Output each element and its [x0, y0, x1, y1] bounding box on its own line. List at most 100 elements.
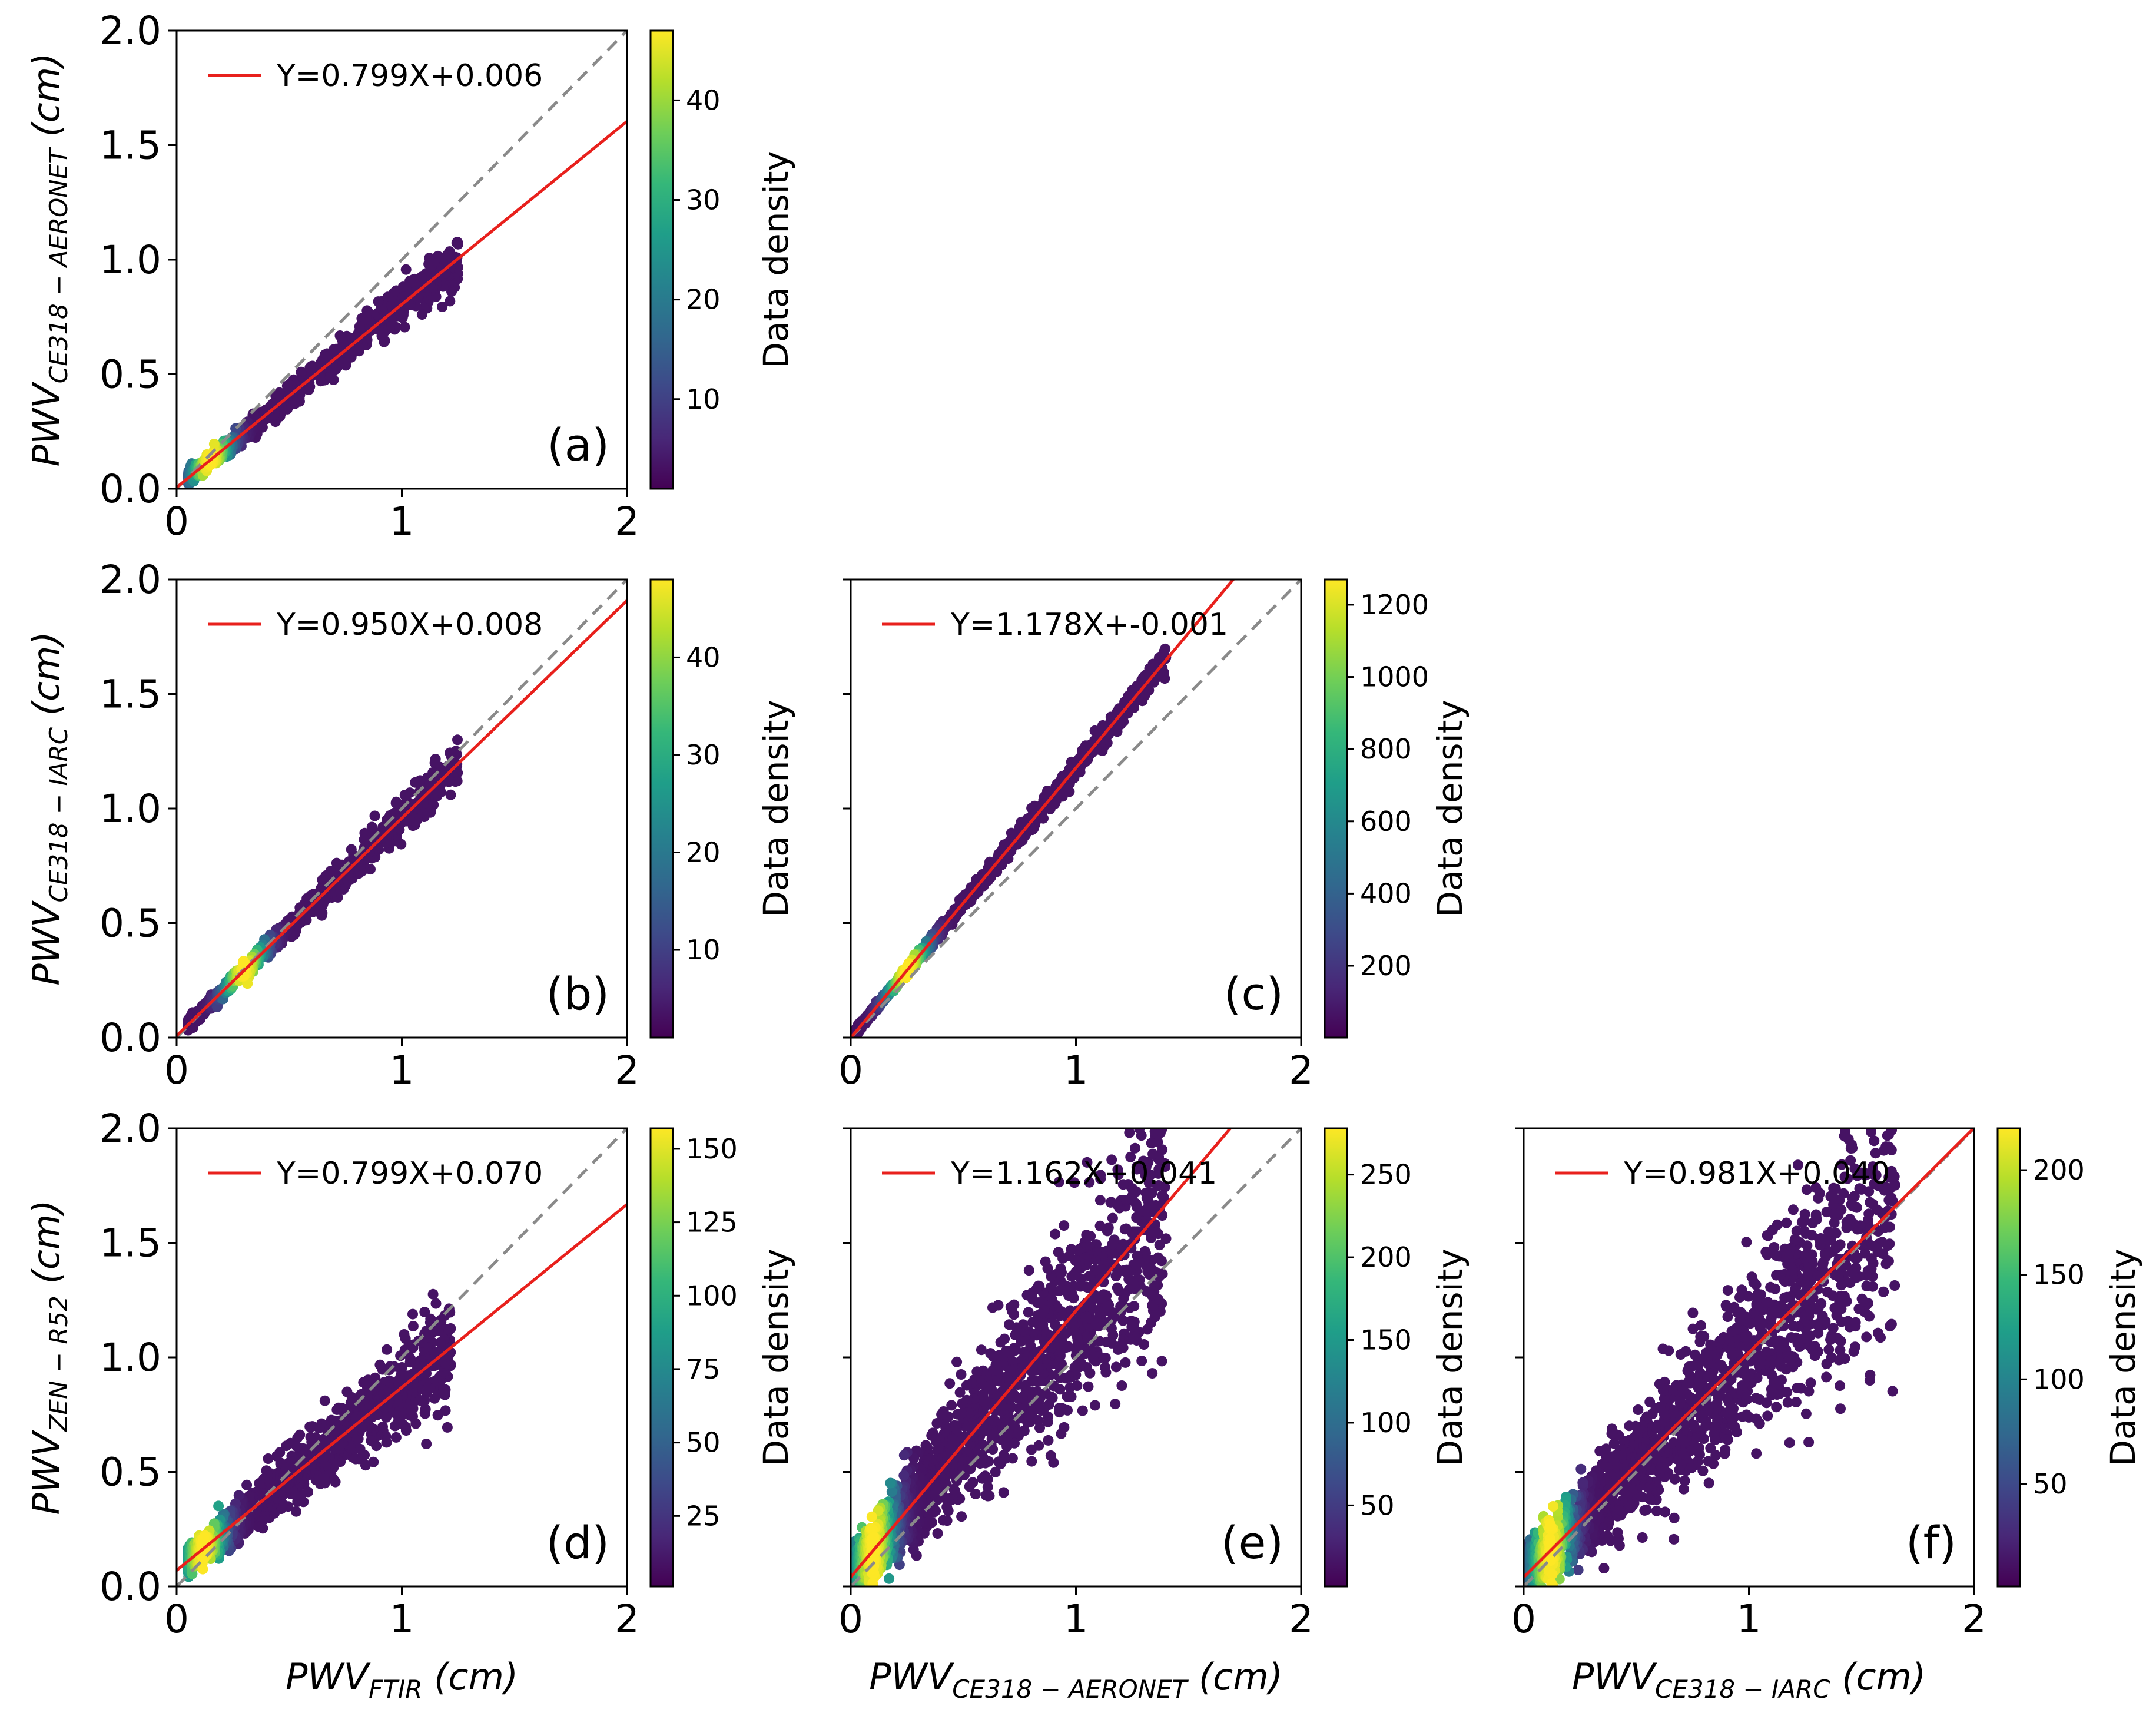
x-tick-label: 2 — [1289, 1048, 1313, 1093]
scatter-point — [1112, 1282, 1123, 1293]
x-tick-label: 2 — [615, 499, 639, 544]
scatter-point — [970, 1489, 981, 1499]
scatter-point — [1105, 711, 1116, 723]
regression-line — [177, 599, 627, 1037]
scatter-point — [346, 844, 357, 855]
scatter-point — [399, 1329, 410, 1340]
scatter-point — [1147, 1148, 1159, 1159]
scatter-point — [390, 1420, 400, 1432]
scatter-points-e — [851, 1098, 1172, 1586]
x-tick-label: 1 — [1064, 1048, 1089, 1093]
scatter-point — [1094, 1220, 1106, 1231]
y-tick-label: 1.0 — [99, 786, 161, 831]
scatter-point — [1134, 1128, 1145, 1134]
colorbar-tick-label: 20 — [686, 836, 721, 868]
scatter-point — [1110, 1270, 1122, 1281]
scatter-point — [421, 1439, 432, 1449]
scatter-point — [419, 1307, 430, 1317]
scatter-point — [197, 1563, 208, 1575]
y-tick-label: 2.0 — [99, 8, 161, 54]
scatter-point — [430, 1298, 442, 1309]
y-tick-label: 1.5 — [99, 1221, 161, 1266]
scatter-point — [1004, 1319, 1015, 1330]
scatter-point — [317, 874, 328, 886]
scatter-point — [445, 747, 456, 758]
y-tick-label: 1.0 — [99, 1335, 161, 1380]
scatter-point — [407, 1321, 419, 1331]
y-tick-label: 0.5 — [99, 901, 161, 946]
scatter-point — [1119, 1224, 1130, 1235]
scatter-point — [437, 302, 448, 312]
scatter-point — [400, 264, 412, 275]
scatter-point — [993, 1456, 1004, 1467]
y-tick-label: 0.0 — [99, 466, 161, 512]
panel-label: (a) — [547, 419, 609, 471]
scatter-point — [390, 797, 402, 809]
scatter-point — [1094, 1195, 1106, 1206]
y-tick-label: 1.0 — [99, 237, 161, 283]
scatter-point — [1147, 1300, 1157, 1311]
scatter-point — [1110, 1399, 1121, 1410]
colorbar-tick-label: 25 — [686, 1500, 721, 1532]
colorbar-tick-label: 800 — [1360, 733, 1412, 765]
scatter-point — [1023, 1307, 1034, 1318]
scatter-point — [305, 1432, 316, 1443]
scatter-point — [1157, 1098, 1167, 1108]
scatter-point — [1136, 1356, 1147, 1366]
scatter-point — [407, 1308, 418, 1320]
colorbar-tick-label: 50 — [686, 1427, 721, 1459]
scatter-point — [1090, 1400, 1100, 1411]
y-tick-label: 2.0 — [99, 1106, 161, 1151]
scatter-point — [1020, 1380, 1031, 1391]
scatter-point — [1056, 1428, 1067, 1439]
scatter-point — [291, 1506, 301, 1517]
scatter-points-a — [183, 237, 463, 489]
colorbar — [649, 1127, 674, 1588]
panel-b: 0 1 20.00.51.01.52.0Y=0.950X+0.008(b)PWVCE… — [25, 557, 796, 1093]
scatter-point — [1125, 1151, 1136, 1162]
regression-line — [177, 1203, 627, 1572]
scatter-point — [1140, 1187, 1152, 1198]
scatter-point — [304, 1421, 316, 1432]
panel-e: 0 1 2Y=1.162X+0.041(e)PWVCE318 − AERONET (… — [838, 1098, 1470, 1704]
one-to-one-line — [177, 31, 627, 489]
scatter-point — [390, 1432, 402, 1443]
colorbar-tick-label: 10 — [686, 383, 721, 415]
y-tick-label: 2.0 — [99, 557, 161, 602]
scatter-point — [359, 834, 370, 845]
scatter-point — [1050, 1228, 1061, 1240]
scatter-point — [960, 1421, 970, 1432]
scatter-point — [1130, 1142, 1140, 1154]
scatter-point — [445, 296, 456, 307]
scatter-point — [382, 1344, 393, 1355]
scatter-point — [1154, 1240, 1165, 1251]
colorbar — [649, 29, 674, 490]
scatter-point — [985, 1348, 996, 1359]
scatter-point — [1153, 1168, 1164, 1179]
scatter-point — [1110, 1361, 1122, 1373]
panel-label: (d) — [546, 1516, 609, 1569]
scatter-point — [331, 857, 342, 869]
scatter-point — [331, 1404, 343, 1415]
x-axis-label: PWVFTIR (cm) — [286, 1655, 518, 1704]
scatter-point — [399, 790, 410, 800]
scatter-point — [1045, 1450, 1056, 1461]
scatter-point — [1112, 1164, 1123, 1175]
scatter-point — [440, 1405, 451, 1416]
scatter-point — [987, 1302, 998, 1313]
scatter-point — [1026, 1444, 1037, 1455]
scatter-point — [961, 1380, 972, 1391]
scatter-point — [1149, 1128, 1160, 1137]
scatter-point — [1053, 1177, 1064, 1188]
colorbar-tick-label: 75 — [686, 1353, 721, 1385]
scatter-point — [980, 1490, 991, 1501]
scatter-point — [416, 309, 427, 320]
scatter-point — [1117, 1315, 1129, 1326]
scatter-point — [404, 1357, 416, 1368]
y-tick-label: 0.0 — [99, 1564, 161, 1609]
one-to-one-line — [851, 579, 1301, 1038]
panel-d: 0 1 20.00.51.01.52.0Y=0.799X+0.070(d)PWVZE… — [25, 1106, 796, 1704]
colorbar-tick-label: 200 — [1360, 950, 1412, 982]
scatter-point — [296, 366, 307, 377]
